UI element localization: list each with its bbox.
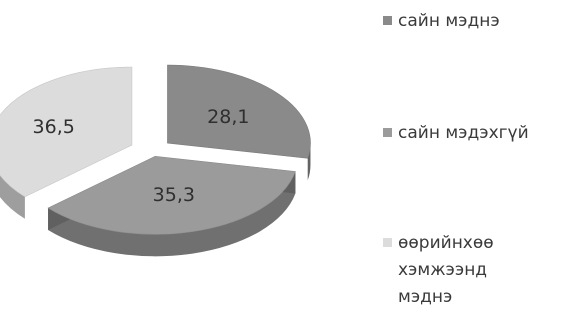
legend-item-2: өөрийнхөө хэмжээнд мэднэ	[383, 230, 518, 311]
pie-slice-1	[47, 156, 296, 235]
legend-swatch-1	[383, 128, 392, 137]
pie-slice-side-1	[48, 171, 296, 257]
data-label-slice-2: 36,5	[33, 116, 75, 138]
pie-top-layer	[0, 64, 311, 235]
legend-item-1: сайн мэдэхгүй	[383, 120, 529, 147]
legend-item-0: сайн мэднэ	[383, 8, 500, 35]
legend-label-0: сайн мэднэ	[398, 11, 500, 31]
legend-label-1: сайн мэдэхгүй	[398, 123, 529, 143]
legend-label-2: өөрийнхөө хэмжээнд мэднэ	[398, 233, 494, 307]
legend-swatch-2	[383, 238, 392, 247]
pie-label-layer: 28,1 35,3 36,5	[33, 106, 250, 206]
pie-slice-side-0	[307, 143, 311, 181]
pie-slice-side-2	[0, 175, 25, 219]
pie-slice-2	[0, 66, 133, 198]
data-label-slice-1: 35,3	[153, 184, 195, 206]
data-label-slice-0: 28,1	[207, 106, 249, 128]
legend-swatch-0	[383, 16, 392, 25]
pie-slice-0	[167, 64, 311, 159]
